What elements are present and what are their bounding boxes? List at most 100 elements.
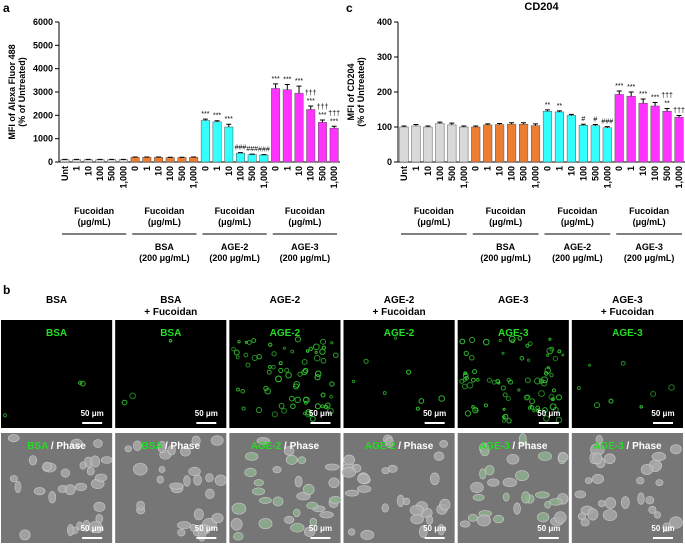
fluorescent-cell (576, 386, 581, 391)
phase-cell (272, 496, 284, 507)
scale-bar-label: 50 μm (309, 409, 332, 418)
column-title: BSA + Fucoidan (144, 295, 197, 318)
fluorescent-cell (243, 352, 249, 358)
group-label: Fucoidan (μg/mL) (215, 206, 255, 227)
fluorescent-cell (168, 339, 173, 343)
error-bar (461, 125, 467, 127)
fluorescent-cell (235, 355, 240, 360)
x-tick-label: 1 (411, 166, 421, 171)
phase-cell (232, 532, 244, 541)
bar (483, 124, 493, 163)
fluorescent-cell (281, 407, 287, 414)
x-tick-label: 1,000 (189, 166, 199, 189)
error-bar (509, 122, 515, 125)
bar (95, 159, 105, 163)
fluorescent-cell (240, 388, 246, 394)
bar (519, 123, 529, 163)
treatment-label-line: AGE-3 (291, 242, 319, 252)
fluorescent-cell (303, 396, 309, 403)
fluorescent-cell (472, 369, 478, 375)
fluorescent-cell (541, 376, 548, 384)
group-label: Fucoidan (μg/mL) (629, 206, 669, 227)
scale-bar-label: 50 μm (195, 409, 218, 418)
bar (662, 111, 672, 163)
fluorescent-cell (319, 348, 326, 355)
fluorescent-cell (405, 369, 412, 375)
bar (118, 159, 128, 163)
fluorescence-image (571, 320, 683, 428)
significance-label: *** (330, 118, 338, 125)
fluorescent-cell (305, 411, 312, 418)
y-tick-label: 0 (387, 157, 392, 167)
phase-cell (549, 498, 563, 506)
error-bar (544, 109, 550, 112)
y-tick-label: 100 (377, 122, 392, 132)
phase-cell (535, 491, 550, 499)
phase-cell (479, 468, 487, 480)
significance-label: *** (639, 91, 647, 98)
treatment-label-line: AGE-3 (635, 242, 663, 252)
phase-cell (459, 520, 471, 528)
phase-cell (574, 490, 587, 499)
phase-cell (253, 479, 264, 487)
fluorescent-cell (650, 391, 657, 397)
bar (614, 94, 624, 163)
fluorescent-cell (302, 367, 309, 374)
column-title-line: + Fucoidan (144, 307, 197, 318)
scale-bar-label: 50 μm (537, 409, 560, 418)
fluorescent-cell (500, 385, 506, 391)
significance-label: ### (258, 147, 270, 154)
scale-bar-label: 50 μm (195, 524, 218, 533)
stain-label: AGE-2 (365, 441, 396, 452)
phase-cell (244, 467, 257, 478)
bar (566, 115, 576, 163)
column-title: AGE-3 + Fucoidan (601, 295, 654, 318)
phase-cell (302, 484, 315, 495)
significance-label: ††† (305, 90, 317, 97)
error-bar (485, 123, 491, 125)
y-tick-label: 200 (377, 87, 392, 97)
stain-label: AGE-2 (270, 328, 301, 339)
fluorescent-cell (498, 338, 502, 343)
bar (212, 121, 222, 163)
bar (130, 157, 140, 163)
fluorescent-cell (639, 405, 643, 409)
fluorescent-cell (129, 392, 136, 400)
y-axis-label-line: MFI of Alexa Fluor 488 (7, 44, 17, 139)
error-bar (640, 98, 646, 104)
group-label: Fucoidan (μg/mL) (144, 206, 184, 227)
fluorescent-cell (506, 377, 511, 383)
phase-cell (124, 445, 132, 453)
treatment-label: BSA (200 μg/mL) (480, 242, 531, 263)
fluorescent-cell (474, 407, 479, 412)
phase-cell (356, 485, 372, 493)
bar (236, 152, 245, 163)
fluorescent-cell (471, 405, 475, 409)
phase-cell (19, 529, 31, 541)
phase-cell (439, 440, 448, 448)
bar (459, 126, 469, 163)
column-title: AGE-2 + Fucoidan (373, 295, 426, 318)
fluorescent-cell (535, 405, 540, 411)
significance-label: ** (545, 102, 551, 109)
phase-cell (518, 433, 527, 446)
group-label-line: Fucoidan (557, 206, 597, 216)
x-tick-label: 1,000 (118, 166, 128, 189)
phase-cell (183, 475, 191, 487)
phase-cell (538, 451, 552, 461)
phase-cell (7, 434, 20, 443)
error-bar (556, 110, 562, 112)
fluorescent-cell (551, 388, 556, 393)
group-label-line: (μg/mL) (489, 217, 522, 227)
phase-cell (597, 499, 606, 508)
x-tick-label: 100 (306, 166, 316, 181)
fluorescent-cell (236, 387, 240, 392)
x-tick-label: 100 (235, 166, 245, 181)
phase-cell (426, 515, 434, 525)
panel-label: c (346, 1, 353, 15)
error-bar (226, 123, 232, 127)
phase-cell (437, 524, 445, 536)
bar (411, 125, 421, 163)
fluorescent-cell (502, 392, 508, 398)
x-tick-label: 1 (626, 166, 636, 171)
